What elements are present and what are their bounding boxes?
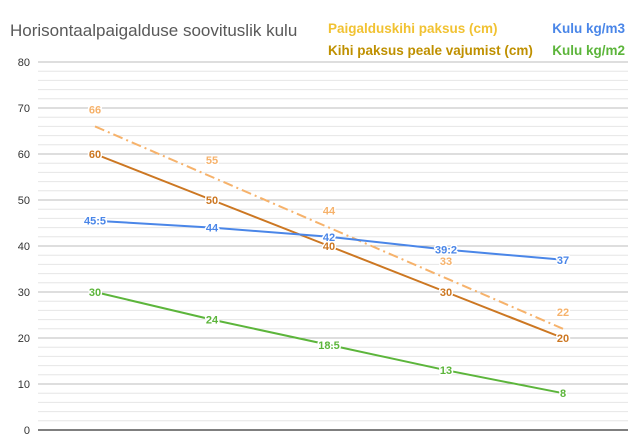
legend-kulu-kg-m2: Kulu kg/m2 <box>552 43 625 58</box>
y-tick-label: 60 <box>18 149 30 161</box>
data-label: 22 <box>557 307 569 319</box>
data-label: 13 <box>440 365 452 377</box>
y-tick-label: 80 <box>18 57 30 69</box>
data-label: 30 <box>89 287 101 299</box>
data-label: 42 <box>323 232 335 244</box>
data-label: 39:2 <box>435 245 457 257</box>
y-tick-label: 70 <box>18 103 30 115</box>
data-label: 18.5 <box>318 340 339 352</box>
data-label: 37 <box>557 255 569 267</box>
y-tick-label: 0 <box>24 425 30 437</box>
series-line-1 <box>94 125 564 330</box>
data-label: 33 <box>440 256 452 268</box>
data-label: 30 <box>440 287 452 299</box>
legend-kihi-paksus-peale-vajumist: Kihi paksus peale vajumist (cm) <box>328 43 533 58</box>
data-label: 24 <box>206 315 219 327</box>
gridlines <box>38 61 628 422</box>
data-label: 40 <box>323 241 335 253</box>
data-label: 66 <box>89 104 101 116</box>
data-label: 44 <box>323 206 336 218</box>
y-tick-label: 10 <box>18 379 30 391</box>
series-line-2 <box>94 153 564 339</box>
series-line-3 <box>94 219 564 261</box>
data-labels: 66 55 44 33 22 60 50 40 30 20 45:5 44 42 39:2 37 30 24 18… <box>82 103 570 402</box>
legend-kulu-kg-m3: Kulu kg/m3 <box>552 21 625 36</box>
data-label: 20 <box>557 333 569 345</box>
series-lines <box>94 125 564 395</box>
data-label: 45:5 <box>84 216 106 228</box>
y-tick-label: 20 <box>18 333 30 345</box>
data-label: 44 <box>206 223 219 235</box>
data-label: 50 <box>206 195 218 207</box>
chart-title: Horisontaalpaigalduse soovituslik kulu <box>10 21 297 40</box>
y-tick-label: 40 <box>18 241 30 253</box>
data-label: 60 <box>89 149 101 161</box>
data-label: 8 <box>560 388 566 400</box>
legend-paigalduskihi-paksus: Paigalduskihi paksus (cm) <box>328 21 498 36</box>
series-line-4 <box>94 291 564 395</box>
y-axis: 0 10 20 30 40 50 60 70 80 <box>18 57 628 437</box>
data-label: 55 <box>206 155 218 167</box>
y-tick-label: 50 <box>18 195 30 207</box>
y-tick-label: 30 <box>18 287 30 299</box>
